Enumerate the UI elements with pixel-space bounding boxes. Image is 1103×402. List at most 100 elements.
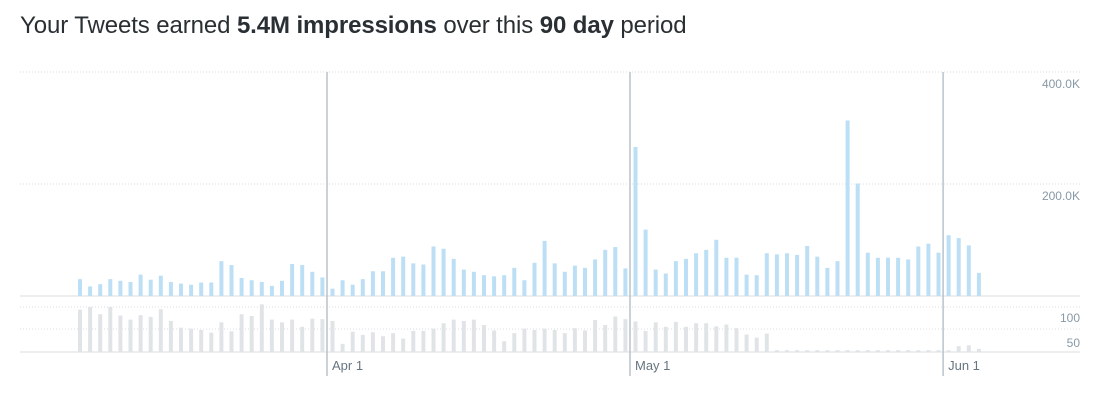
impressions-bar[interactable]	[744, 274, 749, 296]
engagements-bar[interactable]	[320, 319, 325, 352]
engagements-bar[interactable]	[744, 334, 749, 352]
engagements-bar[interactable]	[956, 346, 961, 352]
impressions-bar[interactable]	[219, 261, 224, 296]
impressions-bar[interactable]	[774, 254, 779, 296]
impressions-bar[interactable]	[886, 257, 890, 296]
engagements-bar[interactable]	[179, 327, 183, 352]
impressions-bar[interactable]	[421, 264, 426, 297]
impressions-bar[interactable]	[825, 267, 830, 296]
impressions-bar[interactable]	[603, 249, 608, 296]
impressions-bar[interactable]	[502, 275, 507, 296]
engagements-bar[interactable]	[532, 329, 537, 352]
impressions-bar[interactable]	[694, 253, 699, 296]
engagements-bar[interactable]	[896, 350, 901, 352]
engagements-bar[interactable]	[542, 328, 547, 352]
impressions-bar[interactable]	[926, 243, 931, 296]
engagements-bar[interactable]	[774, 350, 779, 352]
impressions-bar[interactable]	[593, 259, 598, 296]
engagements-bar[interactable]	[391, 333, 396, 352]
engagements-bar[interactable]	[552, 329, 557, 352]
engagements-bar[interactable]	[360, 334, 365, 352]
engagements-bar[interactable]	[562, 333, 567, 352]
impressions-bar[interactable]	[98, 284, 103, 296]
impressions-bar[interactable]	[482, 275, 486, 296]
engagements-bar[interactable]	[886, 350, 890, 352]
impressions-bar[interactable]	[916, 246, 921, 297]
engagements-bar[interactable]	[724, 324, 729, 352]
impressions-bar[interactable]	[411, 263, 416, 296]
impressions-bar[interactable]	[946, 235, 951, 296]
impressions-bar[interactable]	[906, 259, 911, 296]
impressions-bar[interactable]	[785, 253, 789, 296]
engagements-bar[interactable]	[381, 336, 385, 352]
impressions-bar[interactable]	[249, 280, 254, 296]
engagements-bar[interactable]	[290, 319, 295, 352]
impressions-bar[interactable]	[88, 286, 93, 296]
impressions-bar[interactable]	[643, 229, 648, 296]
impressions-bar[interactable]	[855, 183, 860, 297]
engagements-bar[interactable]	[583, 330, 587, 352]
engagements-bar[interactable]	[189, 328, 194, 352]
impressions-bar[interactable]	[815, 256, 820, 296]
engagements-bar[interactable]	[936, 350, 941, 352]
engagements-bar[interactable]	[401, 338, 406, 353]
impressions-bar[interactable]	[259, 281, 264, 296]
engagements-bar[interactable]	[785, 350, 789, 352]
engagements-bar[interactable]	[78, 309, 82, 352]
engagements-bar[interactable]	[269, 319, 274, 352]
impressions-bar[interactable]	[633, 146, 638, 296]
engagements-bar[interactable]	[451, 319, 456, 352]
engagements-bar[interactable]	[482, 325, 486, 352]
impressions-bar[interactable]	[613, 247, 618, 296]
engagements-bar[interactable]	[502, 341, 507, 352]
engagements-bar[interactable]	[613, 316, 618, 352]
engagements-bar[interactable]	[673, 321, 678, 352]
engagements-bar[interactable]	[330, 320, 335, 352]
impressions-bar[interactable]	[976, 272, 981, 296]
impressions-bar[interactable]	[845, 120, 850, 297]
engagements-bar[interactable]	[694, 323, 699, 352]
impressions-bar[interactable]	[714, 239, 719, 296]
impressions-bar[interactable]	[280, 280, 284, 296]
engagements-bar[interactable]	[572, 328, 577, 352]
impressions-bar[interactable]	[179, 283, 183, 296]
impressions-bar[interactable]	[663, 273, 668, 297]
impressions-bar[interactable]	[653, 269, 658, 296]
impressions-bar[interactable]	[350, 284, 355, 296]
engagements-bar[interactable]	[593, 320, 598, 352]
impressions-bar[interactable]	[734, 257, 739, 296]
engagements-bar[interactable]	[966, 345, 971, 352]
impressions-bar[interactable]	[381, 271, 385, 296]
impressions-bar[interactable]	[805, 245, 810, 296]
engagements-bar[interactable]	[805, 350, 810, 352]
engagements-bar[interactable]	[128, 319, 133, 352]
engagements-bar[interactable]	[138, 315, 143, 352]
impressions-bar[interactable]	[199, 282, 204, 297]
engagements-bar[interactable]	[168, 320, 173, 352]
impressions-bar[interactable]	[835, 261, 840, 296]
engagements-bar[interactable]	[704, 323, 709, 352]
impressions-bar[interactable]	[754, 275, 759, 296]
engagements-bar[interactable]	[249, 316, 254, 352]
impressions-bar[interactable]	[795, 254, 800, 296]
engagements-bar[interactable]	[310, 318, 315, 352]
impressions-bar[interactable]	[300, 265, 305, 296]
engagements-bar[interactable]	[835, 350, 840, 352]
impressions-bar[interactable]	[391, 257, 396, 296]
engagements-bar[interactable]	[734, 328, 739, 352]
engagements-bar[interactable]	[421, 330, 426, 352]
impressions-bar[interactable]	[158, 275, 163, 296]
impressions-bar[interactable]	[138, 274, 143, 296]
impressions-bar[interactable]	[875, 257, 880, 296]
impressions-bar[interactable]	[330, 288, 335, 296]
impressions-bar[interactable]	[623, 268, 628, 296]
impressions-bar[interactable]	[148, 279, 153, 296]
engagements-bar[interactable]	[976, 348, 981, 352]
engagements-bar[interactable]	[441, 323, 446, 352]
engagements-bar[interactable]	[603, 325, 608, 352]
impressions-bar[interactable]	[492, 276, 497, 296]
impressions-bar[interactable]	[522, 280, 527, 296]
engagements-bar[interactable]	[461, 320, 466, 352]
engagements-bar[interactable]	[199, 329, 204, 352]
impressions-bar[interactable]	[764, 253, 769, 296]
